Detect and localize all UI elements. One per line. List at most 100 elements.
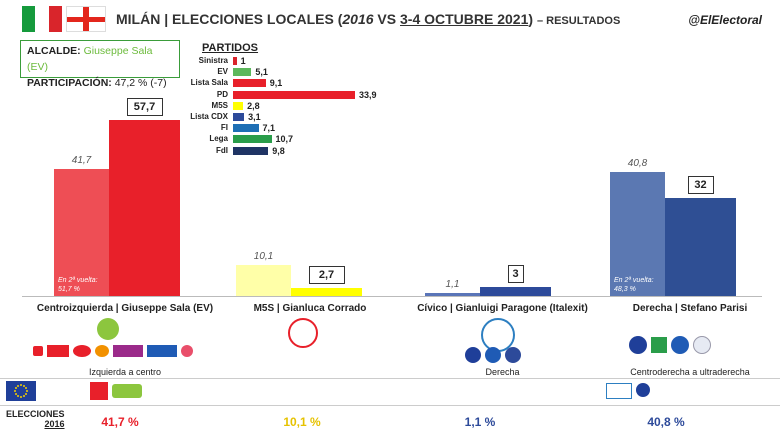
party-name-label: EV <box>217 67 228 77</box>
eu-star-icon <box>20 396 22 398</box>
eu-star-icon <box>17 395 19 398</box>
party-bar <box>233 135 272 144</box>
candidate-name-m5s: M5S | Gianluca Corrado <box>253 303 367 314</box>
bloc-label-derecha: Centroderecha a ultraderecha <box>630 367 750 377</box>
eu-star-icon <box>25 387 28 389</box>
eu-star-icon <box>23 395 25 398</box>
bar-2021-value-label: 57,7 <box>126 98 163 116</box>
bar-2016-value-label: 1,1 <box>445 278 460 290</box>
bar-2021-value-label: 32 <box>687 176 714 195</box>
party-row: M5S 2,8 <box>0 101 400 112</box>
party-row: PD 33,9 <box>0 90 400 101</box>
second-round-annotation: En 2ª vuelta: 51,7 % <box>58 277 98 293</box>
milan-flag-icon <box>66 6 106 32</box>
bloc-label-centroizquierda: Izquierda a centro <box>88 367 162 377</box>
bar-2016-value-label: 40,8 <box>627 157 648 169</box>
party-value-label: 10,7 <box>275 134 294 145</box>
eu-star-icon <box>14 387 17 389</box>
epp-group-logo-icon <box>606 383 662 399</box>
bar-2021 <box>109 120 180 296</box>
party-bar <box>233 79 266 88</box>
bar-2016 <box>610 171 665 296</box>
party-row: FI 7,1 <box>0 123 400 134</box>
party-value-label: 9,8 <box>272 145 285 156</box>
chart-baseline <box>22 296 762 297</box>
candidate-name-derecha: Derecha | Stefano Parisi <box>632 303 748 314</box>
bar-2021 <box>665 198 736 296</box>
page-title: MILÁN | ELECCIONES LOCALES (2016 VS 3-4 … <box>116 11 621 27</box>
alcalde-value: Giuseppe Sala (EV) <box>27 45 153 73</box>
sd-group-logo-icon <box>90 382 144 400</box>
europa-verde-logo-icon <box>97 318 119 340</box>
info-box: ALCALDE: Giuseppe Sala (EV) PARTICIPACIÓ… <box>20 40 180 89</box>
partidos-title: PARTIDOS <box>202 42 259 54</box>
party-name-label: Sinistra <box>198 56 228 65</box>
party-bar <box>233 146 269 155</box>
eu-star-icon <box>17 384 19 387</box>
party-name-label: Lega <box>209 134 228 144</box>
party-row: Lista CDX 3,1 <box>0 112 400 123</box>
party-value-label: 5,1 <box>255 67 268 78</box>
centroizquierda-party-logos-icon <box>33 344 193 358</box>
party-value-label: 33,9 <box>359 89 377 100</box>
party-bar <box>233 90 356 99</box>
alcalde-label: ALCALDE: <box>27 45 81 57</box>
party-row: Lista Sala 9,1 <box>0 78 400 89</box>
party-bar <box>233 124 259 133</box>
eu-star-icon <box>20 384 22 386</box>
eu-star-icon <box>23 384 25 387</box>
elecciones-2016-value-m5s: 10,1 % <box>283 415 321 429</box>
bar-2016-value-label: 10,1 <box>253 251 274 263</box>
bloc-label-civico: Derecha <box>485 367 520 377</box>
bar-2021 <box>291 287 362 296</box>
party-value-label: 1 <box>240 56 246 66</box>
party-name-label: M5S <box>211 100 228 110</box>
participacion-value: 47,2 % (-7) <box>114 77 167 89</box>
eu-star-icon <box>14 393 17 395</box>
eu-flag-icon <box>6 381 36 401</box>
party-row: Sinistra 1 <box>0 56 400 67</box>
bar-2016-value-label: 41,7 <box>71 154 92 166</box>
elecciones-2016-value-centroizquierda: 41,7 % <box>101 415 139 429</box>
separator-line <box>0 405 780 406</box>
second-round-annotation: En 2ª vuelta: 48,3 % <box>614 277 654 293</box>
separator-line <box>0 378 780 379</box>
party-value-label: 7,1 <box>262 123 276 134</box>
party-name-label: FI <box>220 123 228 133</box>
bar-2021 <box>480 286 551 296</box>
party-bar <box>233 113 245 121</box>
civico-party-logos-icon <box>465 347 529 363</box>
party-row: Lega 10,7 <box>0 134 400 145</box>
eu-star-icon <box>25 393 28 395</box>
elecciones-2016-value-civico: 1,1 % <box>464 415 496 429</box>
italexit-logo-icon <box>481 318 515 352</box>
party-bar <box>233 68 252 77</box>
party-value-label: 3,1 <box>248 112 261 122</box>
party-row: EV 5,1 <box>0 67 400 78</box>
party-name-label: Lista CDX <box>190 112 228 121</box>
party-name-label: Lista Sala <box>190 78 228 88</box>
eu-star-icon <box>14 390 16 392</box>
candidate-name-civico: Cívico | Gianluigi Paragone (Italexit) <box>417 303 588 314</box>
eu-star-icon <box>26 390 28 392</box>
bar-2021-value-label: 2,7 <box>308 265 345 284</box>
bar-2016 <box>425 292 480 296</box>
bar-2016 <box>236 265 291 296</box>
party-value-label: 2,8 <box>247 100 260 111</box>
elecciones-2016-label: ELECCIONES 2016 <box>6 409 65 429</box>
party-name-label: FdI <box>216 145 228 155</box>
bar-2016 <box>54 168 109 296</box>
twitter-handle: @ElElectoral <box>688 13 762 27</box>
party-row: FdI 9,8 <box>0 146 400 157</box>
party-bar <box>233 57 237 65</box>
elecciones-2016-value-derecha: 40,8 % <box>647 415 685 429</box>
participacion-label: PARTICIPACIÓN: <box>27 77 112 89</box>
party-value-label: 9,1 <box>269 78 283 89</box>
party-bar <box>233 101 244 110</box>
derecha-party-logos-icon <box>629 336 719 354</box>
bar-2021-value-label: 3 <box>507 264 524 283</box>
candidate-name-centroizquierda: Centroizquierda | Giuseppe Sala (EV) <box>36 303 214 314</box>
party-name-label: PD <box>216 89 228 99</box>
italy-flag-icon <box>22 6 62 32</box>
m5s-logo-icon <box>288 318 318 348</box>
